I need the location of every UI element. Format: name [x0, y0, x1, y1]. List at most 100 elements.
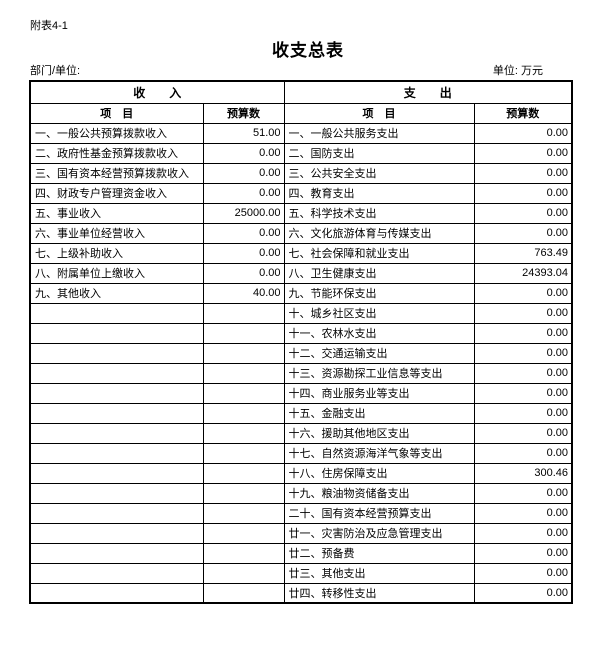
income-budget-cell: 0.00 — [202, 182, 285, 204]
section-header-row: 收 入 支 出 — [29, 80, 573, 104]
income-budget-cell — [202, 362, 285, 384]
table-row: 三、国有资本经营预算拨款收入 0.00 三、公共安全支出 0.00 — [29, 162, 573, 184]
table-row: 九、其他收入 40.00 九、节能环保支出 0.00 — [29, 282, 573, 304]
income-budget-cell — [202, 442, 285, 464]
unit-label: 单位: 万元 — [492, 65, 543, 77]
income-item-cell: 五、事业收入 — [29, 202, 204, 224]
expense-item-cell: 二、国防支出 — [283, 142, 475, 164]
page-title: 收支总表 — [272, 41, 344, 60]
expense-item-cell: 二十、国有资本经营预算支出 — [283, 502, 475, 524]
income-item-cell — [29, 382, 204, 404]
expense-item-cell: 十九、粮油物资储备支出 — [283, 482, 475, 504]
expense-budget-cell: 0.00 — [473, 142, 573, 164]
table-row: 一、一般公共预算拨款收入 51.00 一、一般公共服务支出 0.00 — [29, 122, 573, 144]
table-row: 八、附属单位上缴收入 0.00 八、卫生健康支出 24393.04 — [29, 262, 573, 284]
income-budget-cell: 0.00 — [202, 242, 285, 264]
income-item-cell — [29, 442, 204, 464]
table-row: 二、政府性基金预算拨款收入 0.00 二、国防支出 0.00 — [29, 142, 573, 164]
table-row: 十一、农林水支出 0.00 — [29, 322, 573, 344]
expense-budget-cell: 0.00 — [473, 282, 573, 304]
expense-section-header: 支 出 — [283, 80, 573, 104]
expense-budget-cell: 0.00 — [473, 402, 573, 424]
expense-item-header: 项 目 — [283, 102, 475, 124]
table-row: 二十、国有资本经营预算支出 0.00 — [29, 502, 573, 524]
expense-budget-cell: 0.00 — [473, 382, 573, 404]
table-row: 十八、住房保障支出 300.46 — [29, 462, 573, 484]
income-item-cell — [29, 562, 204, 584]
income-budget-cell — [202, 522, 285, 544]
income-budget-cell — [202, 302, 285, 324]
income-item-cell: 一、一般公共预算拨款收入 — [29, 122, 204, 144]
income-item-cell — [29, 462, 204, 484]
expense-item-cell: 廿四、转移性支出 — [283, 582, 475, 604]
income-item-cell — [29, 362, 204, 384]
expense-item-cell: 五、科学技术支出 — [283, 202, 475, 224]
expense-budget-cell: 0.00 — [473, 122, 573, 144]
table-row: 七、上级补助收入 0.00 七、社会保障和就业支出 763.49 — [29, 242, 573, 264]
income-budget-cell — [202, 402, 285, 424]
meta-row: 部门/单位: 单位: 万元 — [30, 62, 571, 78]
expense-budget-cell: 0.00 — [473, 482, 573, 504]
expense-budget-cell: 300.46 — [473, 462, 573, 484]
expense-budget-cell: 0.00 — [473, 362, 573, 384]
expense-item-cell: 十六、援助其他地区支出 — [283, 422, 475, 444]
expense-budget-cell: 763.49 — [473, 242, 573, 264]
income-item-cell — [29, 482, 204, 504]
income-budget-cell — [202, 582, 285, 604]
table-row: 十六、援助其他地区支出 0.00 — [29, 422, 573, 444]
income-item-cell — [29, 422, 204, 444]
table-row: 廿四、转移性支出 0.00 — [29, 582, 573, 604]
income-budget-cell: 25000.00 — [202, 202, 285, 224]
income-budget-cell — [202, 542, 285, 564]
expense-item-cell: 十七、自然资源海洋气象等支出 — [283, 442, 475, 464]
expense-budget-cell: 0.00 — [473, 322, 573, 344]
table-row: 五、事业收入 25000.00 五、科学技术支出 0.00 — [29, 202, 573, 224]
budget-table-body: 一、一般公共预算拨款收入 51.00 一、一般公共服务支出 0.00 二、政府性基金预算… — [29, 122, 573, 604]
expense-item-cell: 廿三、其他支出 — [283, 562, 475, 584]
income-section-header: 收 入 — [29, 80, 285, 104]
income-budget-cell — [202, 462, 285, 484]
expense-budget-cell: 0.00 — [473, 522, 573, 544]
table-row: 十、城乡社区支出 0.00 — [29, 302, 573, 324]
table-row: 十七、自然资源海洋气象等支出 0.00 — [29, 442, 573, 464]
expense-budget-cell: 0.00 — [473, 442, 573, 464]
income-budget-cell — [202, 382, 285, 404]
income-item-cell — [29, 322, 204, 344]
income-item-cell: 九、其他收入 — [29, 282, 204, 304]
income-item-cell: 七、上级补助收入 — [29, 242, 204, 264]
table-row: 廿二、预备费 0.00 — [29, 542, 573, 564]
income-budget-cell: 51.00 — [202, 122, 285, 144]
expense-budget-cell: 0.00 — [473, 422, 573, 444]
expense-budget-cell: 0.00 — [473, 202, 573, 224]
column-header-row: 项 目 预算数 项 目 预算数 — [29, 102, 573, 124]
expense-item-cell: 十三、资源勘探工业信息等支出 — [283, 362, 475, 384]
table-row: 廿一、灾害防治及应急管理支出 0.00 — [29, 522, 573, 544]
income-budget-cell — [202, 342, 285, 364]
table-row: 廿三、其他支出 0.00 — [29, 562, 573, 584]
table-row: 十三、资源勘探工业信息等支出 0.00 — [29, 362, 573, 384]
dept-unit-label: 部门/单位: — [30, 65, 81, 77]
table-row: 十四、商业服务业等支出 0.00 — [29, 382, 573, 404]
income-item-cell — [29, 542, 204, 564]
expense-item-cell: 十四、商业服务业等支出 — [283, 382, 475, 404]
income-item-cell: 二、政府性基金预算拨款收入 — [29, 142, 204, 164]
expense-item-cell: 七、社会保障和就业支出 — [283, 242, 475, 264]
income-item-cell — [29, 302, 204, 324]
expense-budget-cell: 0.00 — [473, 222, 573, 244]
expense-item-cell: 四、教育支出 — [283, 182, 475, 204]
income-item-cell — [29, 402, 204, 424]
income-item-cell — [29, 582, 204, 604]
expense-item-cell: 十一、农林水支出 — [283, 322, 475, 344]
income-item-cell: 三、国有资本经营预算拨款收入 — [29, 162, 204, 184]
doc-label: 附表4-1 — [30, 20, 68, 32]
expense-budget-cell: 0.00 — [473, 302, 573, 324]
table-row: 六、事业单位经营收入 0.00 六、文化旅游体育与传媒支出 0.00 — [29, 222, 573, 244]
income-item-header: 项 目 — [29, 102, 204, 124]
income-item-cell — [29, 342, 204, 364]
expense-budget-cell: 0.00 — [473, 182, 573, 204]
expense-item-cell: 十、城乡社区支出 — [283, 302, 475, 324]
income-budget-cell — [202, 482, 285, 504]
expense-item-cell: 十二、交通运输支出 — [283, 342, 475, 364]
income-budget-cell — [202, 562, 285, 584]
table-row: 十五、金融支出 0.00 — [29, 402, 573, 424]
